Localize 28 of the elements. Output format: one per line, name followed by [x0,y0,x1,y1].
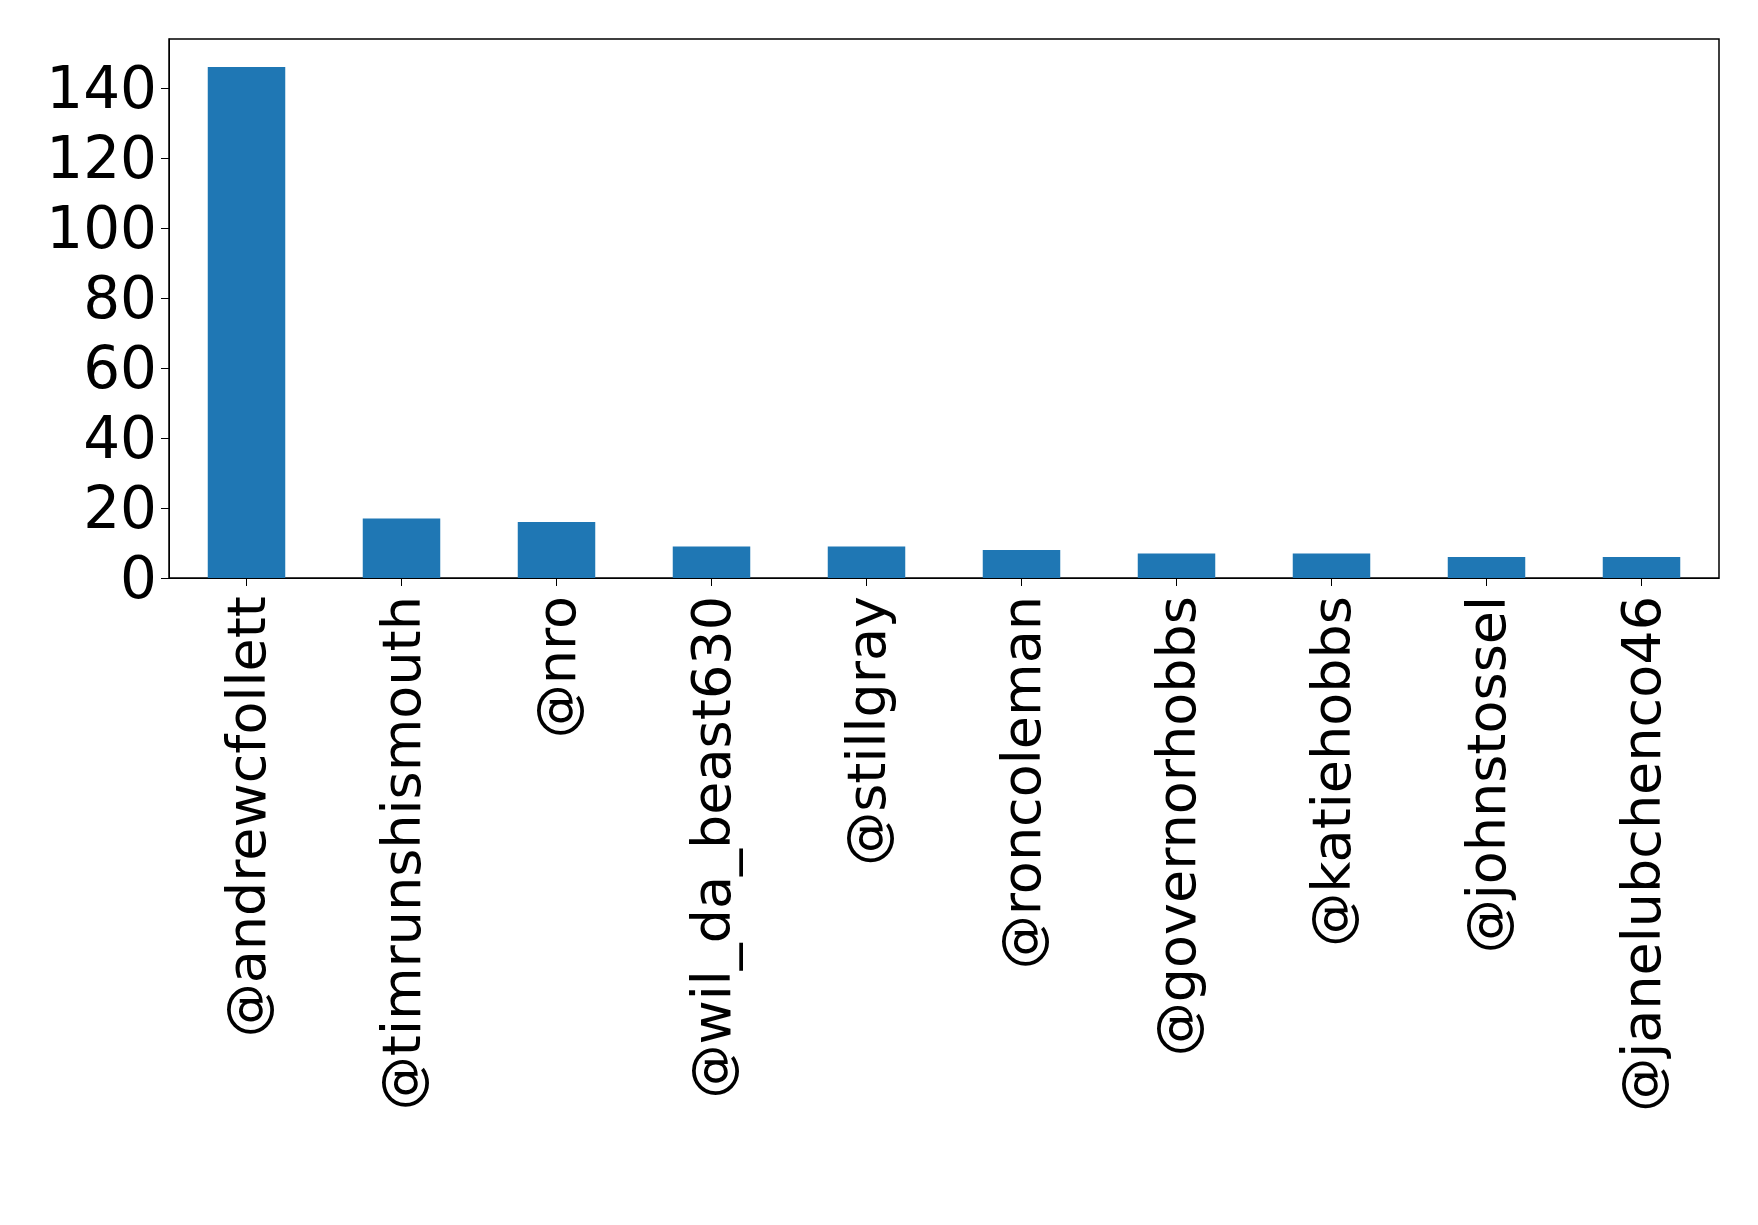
x-tick-label: @wil_da_beast630 [680,596,743,1099]
bar [982,550,1061,578]
x-tick-label: @johnstossel [1455,596,1518,954]
x-tick-label: @timrunshismouth [370,596,433,1111]
bar [1447,557,1526,578]
y-tick-label: 100 [46,194,157,262]
x-tick-label: @stillgray [835,596,898,866]
bar [827,546,906,578]
x-tick-label: @governorhobbs [1145,596,1208,1057]
y-tick-label: 40 [83,404,157,472]
y-tick-label: 80 [83,264,157,332]
y-tick-label: 120 [46,124,157,192]
x-tick-label: @roncoleman [990,596,1053,970]
bar [1292,553,1371,578]
x-tick-label: @janelubchenco46 [1610,596,1673,1112]
x-tick-label: @katiehobbs [1300,596,1363,947]
bar [362,518,441,578]
bar [672,546,751,578]
y-tick-label: 140 [46,54,157,122]
bar [1602,557,1681,578]
bar [517,522,596,578]
y-tick-label: 60 [83,334,157,402]
x-tick-label: @nro [525,596,588,739]
bar [1137,553,1216,578]
x-tick-label: @andrewcfollett [215,596,278,1038]
y-tick-label: 20 [83,474,157,542]
bar [207,67,286,578]
y-tick-label: 0 [120,544,157,612]
